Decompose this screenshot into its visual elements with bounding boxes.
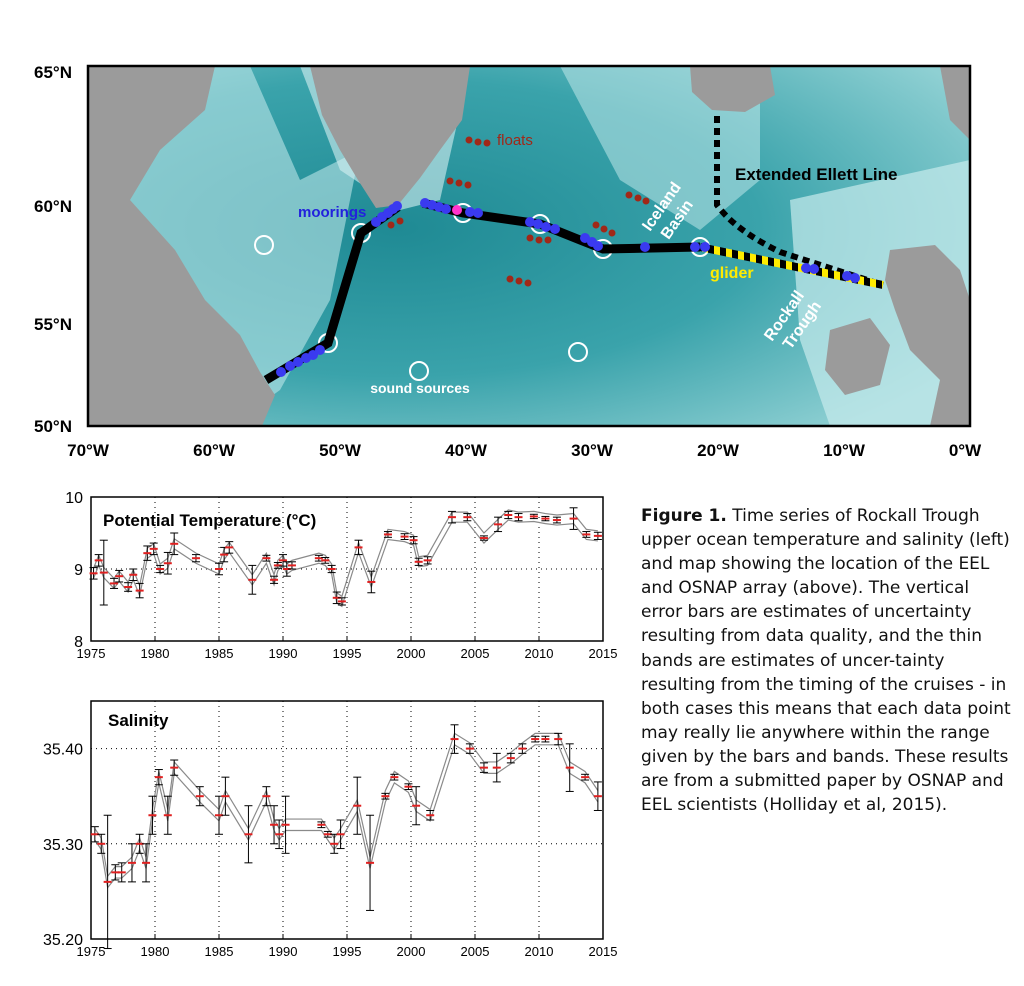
moorings xyxy=(276,198,860,377)
lat-label: 60°N xyxy=(34,197,72,216)
lon-label: 40°W xyxy=(445,441,488,460)
land-north-america xyxy=(88,66,275,426)
x-tick-label: 2010 xyxy=(525,646,554,661)
y-tick-label: 8 xyxy=(74,634,83,651)
x-tick-label: 1995 xyxy=(333,646,362,661)
x-tick-label: 1985 xyxy=(205,944,234,959)
salinity-x-ticks: 1975 1980 1985 1990 1995 2000 2005 2010 2015 xyxy=(77,944,618,959)
temperature-grid xyxy=(90,497,604,641)
uncertainty-band-lower xyxy=(93,519,598,608)
x-tick-label: 1985 xyxy=(205,646,234,661)
lon-label: 20°W xyxy=(697,441,740,460)
temperature-chart-title: Potential Temperature (°C) xyxy=(103,511,316,530)
salinity-plot-frame xyxy=(90,700,604,940)
lon-label: 10°W xyxy=(823,441,866,460)
lat-label: 65°N xyxy=(34,63,72,82)
x-tick-label: 2000 xyxy=(397,944,426,959)
salinity-y-ticks: 35.20 35.30 35.40 xyxy=(43,742,83,949)
x-tick-label: 1975 xyxy=(77,646,106,661)
glider-label: glider xyxy=(710,265,754,282)
figure-caption: Figure 1. Time series of Rockall Trough … xyxy=(641,504,1011,817)
moorings-label: moorings xyxy=(298,204,366,221)
lon-label: 60°W xyxy=(193,441,236,460)
land-greenland xyxy=(310,66,470,208)
x-tick-label: 2015 xyxy=(589,944,618,959)
extended-ellett-line-label: Extended Ellett Line xyxy=(735,165,897,184)
lat-label: 55°N xyxy=(34,315,72,334)
lon-label: 70°W xyxy=(67,441,110,460)
x-tick-label: 1975 xyxy=(77,944,106,959)
lat-label: 50°N xyxy=(34,417,72,436)
land-iceland xyxy=(690,66,775,112)
salinity-chart: Salinity 1975 1980 1985 1990 1995 2000 2005 201… xyxy=(43,700,618,959)
sound-source-ring xyxy=(409,361,429,381)
salinity-grid xyxy=(90,701,604,939)
x-tick-label: 1980 xyxy=(141,646,170,661)
y-tick-label: 35.20 xyxy=(43,932,83,949)
salinity-marks xyxy=(90,724,602,950)
x-tick-label: 1990 xyxy=(269,944,298,959)
map-lon-labels: 70°W 60°W 50°W 40°W 30°W 20°W 10°W 0°W xyxy=(67,441,982,460)
temperature-x-ticks: 1975 1980 1985 1990 1995 2000 2005 2010 2015 xyxy=(77,646,618,661)
x-tick-label: 1995 xyxy=(333,944,362,959)
temperature-y-ticks: 8 9 10 xyxy=(65,490,83,651)
map-lat-labels: 65°N 60°N 55°N 50°N xyxy=(34,63,72,436)
salinity-chart-title: Salinity xyxy=(108,711,169,730)
sound-source-ring xyxy=(254,235,274,255)
caption-label: Figure 1. xyxy=(641,506,727,526)
map-panel: 65°N 60°N 55°N 50°N 70°W 60°W 50°W 40°W … xyxy=(34,63,982,460)
extended-ellett-line xyxy=(714,116,884,288)
x-tick-label: 2005 xyxy=(461,944,490,959)
x-tick-label: 2015 xyxy=(589,646,618,661)
y-tick-label: 35.30 xyxy=(43,837,83,854)
lon-label: 0°W xyxy=(949,441,982,460)
temperature-marks xyxy=(89,507,602,608)
x-tick-label: 2005 xyxy=(461,646,490,661)
x-tick-label: 2010 xyxy=(525,944,554,959)
sound-source-ring xyxy=(568,342,588,362)
map-frame xyxy=(86,64,972,428)
land-ireland xyxy=(825,318,890,395)
land-britain xyxy=(885,245,970,426)
floats xyxy=(387,136,650,287)
y-tick-label: 10 xyxy=(65,490,83,507)
mooring-highlight xyxy=(452,205,462,215)
sound-sources-label: sound sources xyxy=(370,380,470,396)
caption-text: Time series of Rockall Trough upper ocea… xyxy=(641,506,1011,816)
uncertainty-band-upper xyxy=(93,509,598,598)
lon-label: 50°W xyxy=(319,441,362,460)
floats-label: floats xyxy=(497,132,533,149)
lon-label: 30°W xyxy=(571,441,614,460)
temperature-chart: Potential Temperature (°C) 1975 1980 1985 1… xyxy=(65,490,617,661)
x-tick-label: 1990 xyxy=(269,646,298,661)
y-tick-label: 35.40 xyxy=(43,742,83,759)
x-tick-label: 2000 xyxy=(397,646,426,661)
land-scandinavia xyxy=(940,66,970,140)
x-tick-label: 1980 xyxy=(141,944,170,959)
y-tick-label: 9 xyxy=(74,562,83,579)
